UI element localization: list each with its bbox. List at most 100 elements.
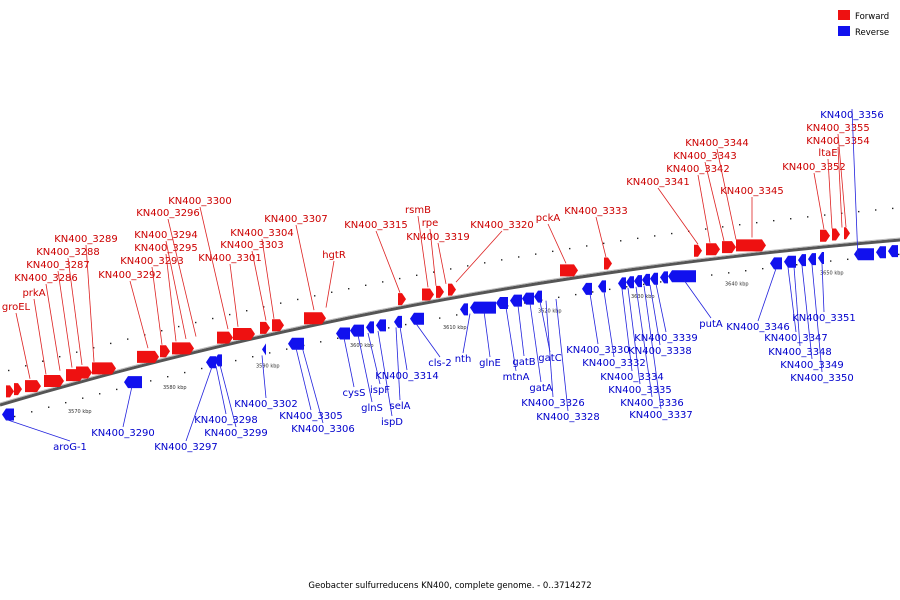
scale-tick-label: 3570 kbp bbox=[68, 409, 92, 415]
forward-gene-label: KN400_3294 bbox=[134, 230, 198, 241]
forward-gene-label: KN400_3287 bbox=[26, 260, 90, 271]
reverse-gene-block bbox=[634, 275, 642, 288]
reverse-gene-block bbox=[350, 324, 364, 337]
reverse-gene-block bbox=[470, 301, 496, 314]
forward-gene-block bbox=[832, 228, 840, 241]
forward-gene-label: KN400_3315 bbox=[344, 220, 408, 231]
forward-gene-label: KN400_3352 bbox=[782, 162, 846, 173]
forward-gene-block bbox=[736, 239, 766, 252]
forward-gene-label: KN400_3303 bbox=[220, 240, 284, 251]
reverse-gene-label: KN400_3350 bbox=[790, 373, 854, 384]
scale-tick-label: 3650 kbp bbox=[820, 271, 844, 277]
reverse-gene-block bbox=[598, 280, 606, 293]
forward-gene-label: ltaE bbox=[818, 148, 837, 159]
reverse-gene-block bbox=[582, 282, 592, 295]
forward-gene-block bbox=[272, 319, 284, 332]
map-caption: Geobacter sulfurreducens KN400, complete… bbox=[308, 581, 591, 591]
forward-gene-label: KN400_3295 bbox=[134, 243, 198, 254]
reverse-gene-block bbox=[288, 337, 304, 350]
forward-gene-block bbox=[217, 331, 233, 344]
forward-gene-label: KN400_3355 bbox=[806, 123, 870, 134]
reverse-gene-label: ispD bbox=[381, 417, 403, 428]
reverse-gene-label: KN400_3330 bbox=[566, 345, 630, 356]
scale-ticks: 3570 kbp 3580 kbp 3590 kbp 3600 kbp 3610 kbp… bbox=[68, 271, 844, 415]
reverse-gene-label: KN400_3338 bbox=[628, 346, 692, 357]
reverse-gene-label: mtnA bbox=[503, 372, 530, 383]
scale-tick-label: 3580 kbp bbox=[163, 385, 187, 391]
reverse-gene-block bbox=[124, 376, 142, 389]
reverse-gene-block bbox=[888, 245, 898, 258]
reverse-gene-block bbox=[410, 312, 424, 325]
scale-tick-label: 3610 kbp bbox=[443, 325, 467, 331]
reverse-gene-label: KN400_3346 bbox=[726, 322, 790, 333]
reverse-gene-block bbox=[394, 315, 402, 328]
forward-gene-label: KN400_3289 bbox=[54, 234, 118, 245]
reverse-gene-block bbox=[650, 272, 658, 285]
reverse-gene-block bbox=[510, 294, 522, 307]
forward-gene-block bbox=[25, 380, 41, 393]
forward-gene-label: KN400_3296 bbox=[136, 208, 200, 219]
reverse-gene-label: KN400_3336 bbox=[620, 398, 684, 409]
reverse-gene-label: nth bbox=[455, 354, 472, 365]
forward-gene-block bbox=[422, 288, 434, 301]
reverse-gene-block bbox=[206, 356, 216, 369]
reverse-gene-label: glnE bbox=[479, 358, 501, 369]
legend: Forward Reverse bbox=[838, 10, 889, 38]
forward-gene-label: KN400_3301 bbox=[198, 253, 262, 264]
reverse-gene-block bbox=[770, 257, 782, 270]
reverse-gene-label: KN400_3347 bbox=[764, 333, 828, 344]
reverse-gene-label: KN400_3332 bbox=[582, 358, 646, 369]
reverse-gene-label: cls-2 bbox=[428, 358, 451, 369]
forward-gene-block bbox=[844, 227, 850, 240]
reverse-gene-label: KN400_3335 bbox=[608, 385, 672, 396]
reverse-gene-label: aroG-1 bbox=[53, 442, 87, 453]
forward-gene-block bbox=[722, 241, 736, 254]
forward-gene-block bbox=[6, 385, 14, 398]
reverse-gene-block bbox=[336, 327, 350, 340]
reverse-gene-block bbox=[784, 255, 796, 268]
forward-gene-block bbox=[44, 374, 64, 387]
gene-blocks bbox=[2, 227, 898, 421]
forward-gene-block bbox=[172, 342, 194, 355]
forward-gene-block bbox=[706, 243, 720, 256]
forward-gene-block bbox=[694, 244, 702, 257]
forward-gene-label: KN400_3343 bbox=[673, 151, 737, 162]
forward-gene-label: KN400_3320 bbox=[470, 220, 534, 231]
reverse-gene-block bbox=[522, 292, 534, 305]
reverse-gene-label: KN400_3348 bbox=[768, 347, 832, 358]
reverse-gene-label: KN400_3351 bbox=[792, 313, 856, 324]
reverse-gene-block bbox=[214, 354, 222, 367]
legend-reverse-swatch bbox=[838, 26, 850, 36]
reverse-gene-label: KN400_3302 bbox=[234, 399, 298, 410]
reverse-gene-label: KN400_3334 bbox=[600, 372, 664, 383]
forward-gene-block bbox=[560, 264, 578, 277]
reverse-gene-label: gatB bbox=[512, 357, 535, 368]
forward-gene-block bbox=[436, 285, 444, 298]
reverse-gene-block bbox=[618, 277, 626, 290]
reverse-gene-block bbox=[876, 246, 886, 259]
forward-gene-label: KN400_3293 bbox=[120, 256, 184, 267]
forward-gene-block bbox=[137, 350, 159, 363]
reverse-gene-block bbox=[798, 254, 806, 267]
reverse-gene-block bbox=[460, 303, 468, 316]
reverse-gene-block bbox=[854, 248, 874, 261]
forward-gene-label: KN400_3307 bbox=[264, 214, 328, 225]
reverse-gene-label: selA bbox=[390, 401, 411, 412]
reverse-gene-label: KN400_3326 bbox=[521, 398, 585, 409]
forward-gene-block bbox=[398, 293, 406, 306]
reverse-gene-block bbox=[660, 271, 668, 284]
reverse-gene-label: KN400_3298 bbox=[194, 415, 258, 426]
forward-gene-label: rpe bbox=[422, 218, 439, 229]
reverse-gene-block bbox=[2, 408, 14, 421]
forward-gene-block bbox=[76, 366, 92, 379]
scale-tick-label: 3640 kbp bbox=[725, 282, 749, 288]
forward-gene-label: KN400_3354 bbox=[806, 136, 870, 147]
reverse-gene-label: KN400_3328 bbox=[536, 412, 600, 423]
reverse-gene-block bbox=[818, 251, 824, 264]
reverse-gene-label: KN400_3305 bbox=[279, 411, 343, 422]
reverse-gene-label: gatA bbox=[529, 383, 552, 394]
forward-gene-label: KN400_3292 bbox=[98, 270, 162, 281]
forward-gene-label: pckA bbox=[536, 213, 561, 224]
